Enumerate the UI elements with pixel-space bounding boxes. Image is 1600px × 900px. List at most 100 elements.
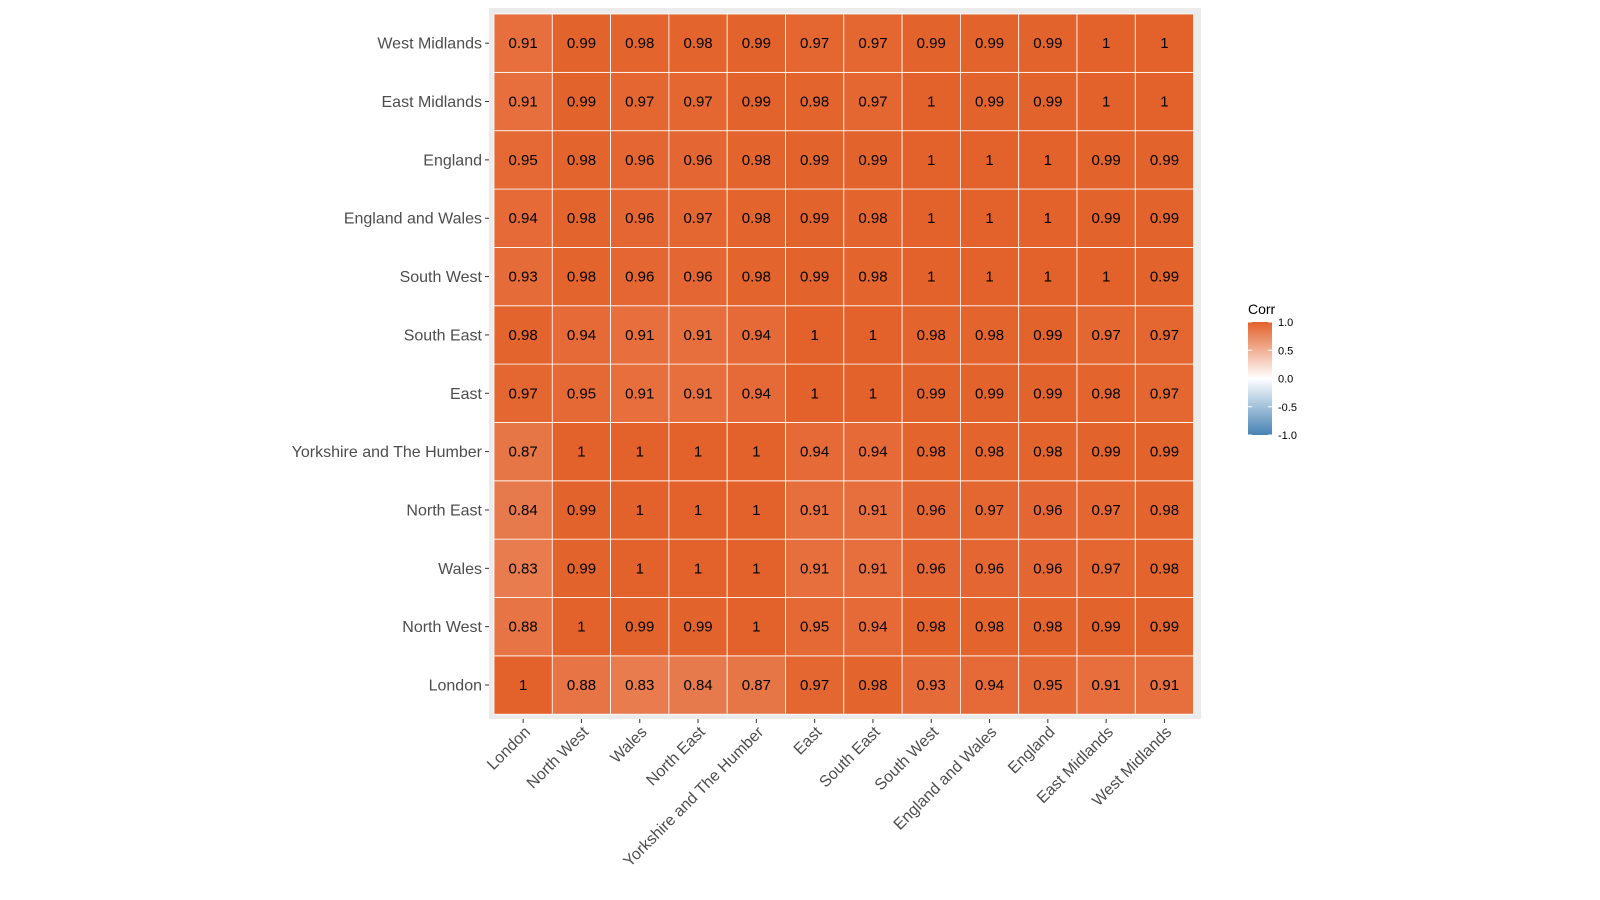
cell-value-label: 0.91: [800, 560, 829, 577]
heatmap-cell: [785, 422, 845, 482]
cell-value-label: 0.98: [1150, 502, 1179, 519]
cell-value-label: 0.99: [567, 502, 596, 519]
heatmap-cell: [726, 246, 786, 307]
heatmap-cell: [668, 422, 728, 482]
heatmap-cell: [668, 305, 728, 365]
heatmap-cell: [726, 13, 786, 73]
heatmap-cell: [960, 655, 1020, 715]
cell-value-label: 0.97: [1092, 327, 1121, 344]
heatmap-cell: [960, 246, 1020, 307]
y-tick-label: North East: [406, 502, 482, 519]
heatmap-cell: [610, 13, 670, 73]
heatmap-cell: [1134, 130, 1195, 190]
heatmap-cell: [843, 363, 903, 423]
heatmap-cell: [901, 655, 961, 715]
legend-tick-label: 0.5: [1278, 345, 1293, 357]
y-tick-label: London: [429, 678, 482, 695]
heatmap-cell: [960, 538, 1020, 598]
heatmap-cell: [551, 538, 611, 598]
cell-value-label: 1: [1102, 269, 1110, 286]
cell-value-label: 0.96: [625, 269, 654, 286]
heatmap-cell: [551, 188, 611, 248]
cell-value-label: 1: [1160, 35, 1168, 52]
heatmap-cell: [843, 538, 903, 598]
heatmap-cell: [843, 305, 903, 365]
heatmap-cell: [610, 363, 670, 423]
cell-value-label: 0.97: [625, 94, 654, 111]
heatmap-cell: [1018, 305, 1078, 365]
cell-value-label: 0.99: [1033, 94, 1062, 111]
cell-value-label: 1: [1044, 210, 1052, 227]
cell-value-label: 0.99: [917, 385, 946, 402]
cell-value-label: 0.95: [567, 385, 596, 402]
cell-value-label: 0.95: [1033, 677, 1062, 694]
heatmap-cell: [726, 422, 786, 482]
cell-value-label: 0.96: [1033, 560, 1062, 577]
cell-value-label: 0.91: [509, 35, 538, 52]
cell-value-label: 0.98: [917, 327, 946, 344]
heatmap-cell: [668, 597, 728, 657]
cell-value-label: 0.96: [1033, 502, 1062, 519]
y-tick-label: England and Wales: [344, 211, 482, 228]
cell-value-label: 0.99: [742, 35, 771, 52]
cell-value-label: 0.98: [858, 210, 887, 227]
cell-value-label: 0.98: [567, 269, 596, 286]
cell-value-label: 0.99: [1150, 152, 1179, 169]
heatmap-cell: [668, 13, 728, 73]
cell-value-label: 0.99: [917, 35, 946, 52]
cell-value-label: 0.98: [742, 210, 771, 227]
cell-value-label: 0.99: [1092, 619, 1121, 636]
heatmap-cell: [1134, 422, 1195, 482]
x-tick-label: East: [791, 723, 826, 758]
cell-value-label: 0.96: [625, 152, 654, 169]
cell-value-label: 1: [694, 444, 702, 461]
heatmap-cell: [726, 130, 786, 190]
legend-tick-label: -0.5: [1278, 402, 1297, 414]
cell-value-label: 0.99: [800, 269, 829, 286]
heatmap-cell: [843, 480, 903, 540]
heatmap-cell: [785, 130, 845, 190]
cell-value-label: 0.98: [1033, 619, 1062, 636]
cell-value-label: 0.98: [975, 444, 1004, 461]
heatmap-cell: [901, 130, 961, 190]
heatmap-cell: [960, 305, 1020, 365]
cell-value-label: 0.98: [917, 619, 946, 636]
heatmap-cell: [1134, 246, 1195, 307]
cell-value-label: 0.83: [625, 677, 654, 694]
legend-tick-label: 0.0: [1278, 374, 1293, 386]
cell-value-label: 0.91: [625, 385, 654, 402]
cell-value-label: 1: [927, 152, 935, 169]
heatmap-cell: [1076, 655, 1136, 715]
heatmap-cell: [901, 363, 961, 423]
heatmap-cell: [1076, 188, 1136, 248]
cell-value-label: 1: [577, 444, 585, 461]
cell-value-label: 1: [577, 619, 585, 636]
cell-value-label: 0.96: [975, 560, 1004, 577]
cell-value-label: 0.99: [625, 619, 654, 636]
x-tick-label: England and Wales: [891, 724, 1001, 834]
cell-labels: 1 0.88 0.83 0.84 0.87 0.97 0.98 0.93 0.94 0.95 0.9…: [509, 35, 1180, 694]
cell-value-label: 0.96: [625, 210, 654, 227]
cell-value-label: 0.91: [1092, 677, 1121, 694]
cell-value-label: 1: [985, 210, 993, 227]
heatmap-cell: [551, 71, 611, 132]
y-tick-label: South East: [404, 327, 483, 344]
cell-value-label: 0.99: [1150, 619, 1179, 636]
heatmap-cell: [785, 305, 845, 365]
heatmap-cell: [726, 597, 786, 657]
cell-value-label: 0.99: [567, 35, 596, 52]
heatmap-tiles: [493, 13, 1195, 715]
cell-value-label: 0.97: [509, 385, 538, 402]
cell-value-label: 1: [752, 502, 760, 519]
cell-value-label: 0.94: [509, 210, 538, 227]
heatmap-cell: [843, 597, 903, 657]
cell-value-label: 0.91: [509, 94, 538, 111]
heatmap-cell: [610, 597, 670, 657]
heatmap-cell: [1018, 597, 1078, 657]
heatmap-cell: [726, 655, 786, 715]
cell-value-label: 1: [927, 210, 935, 227]
cell-value-label: 0.97: [858, 35, 887, 52]
cell-value-label: 0.95: [509, 152, 538, 169]
y-tick-label: East Midlands: [382, 94, 483, 111]
